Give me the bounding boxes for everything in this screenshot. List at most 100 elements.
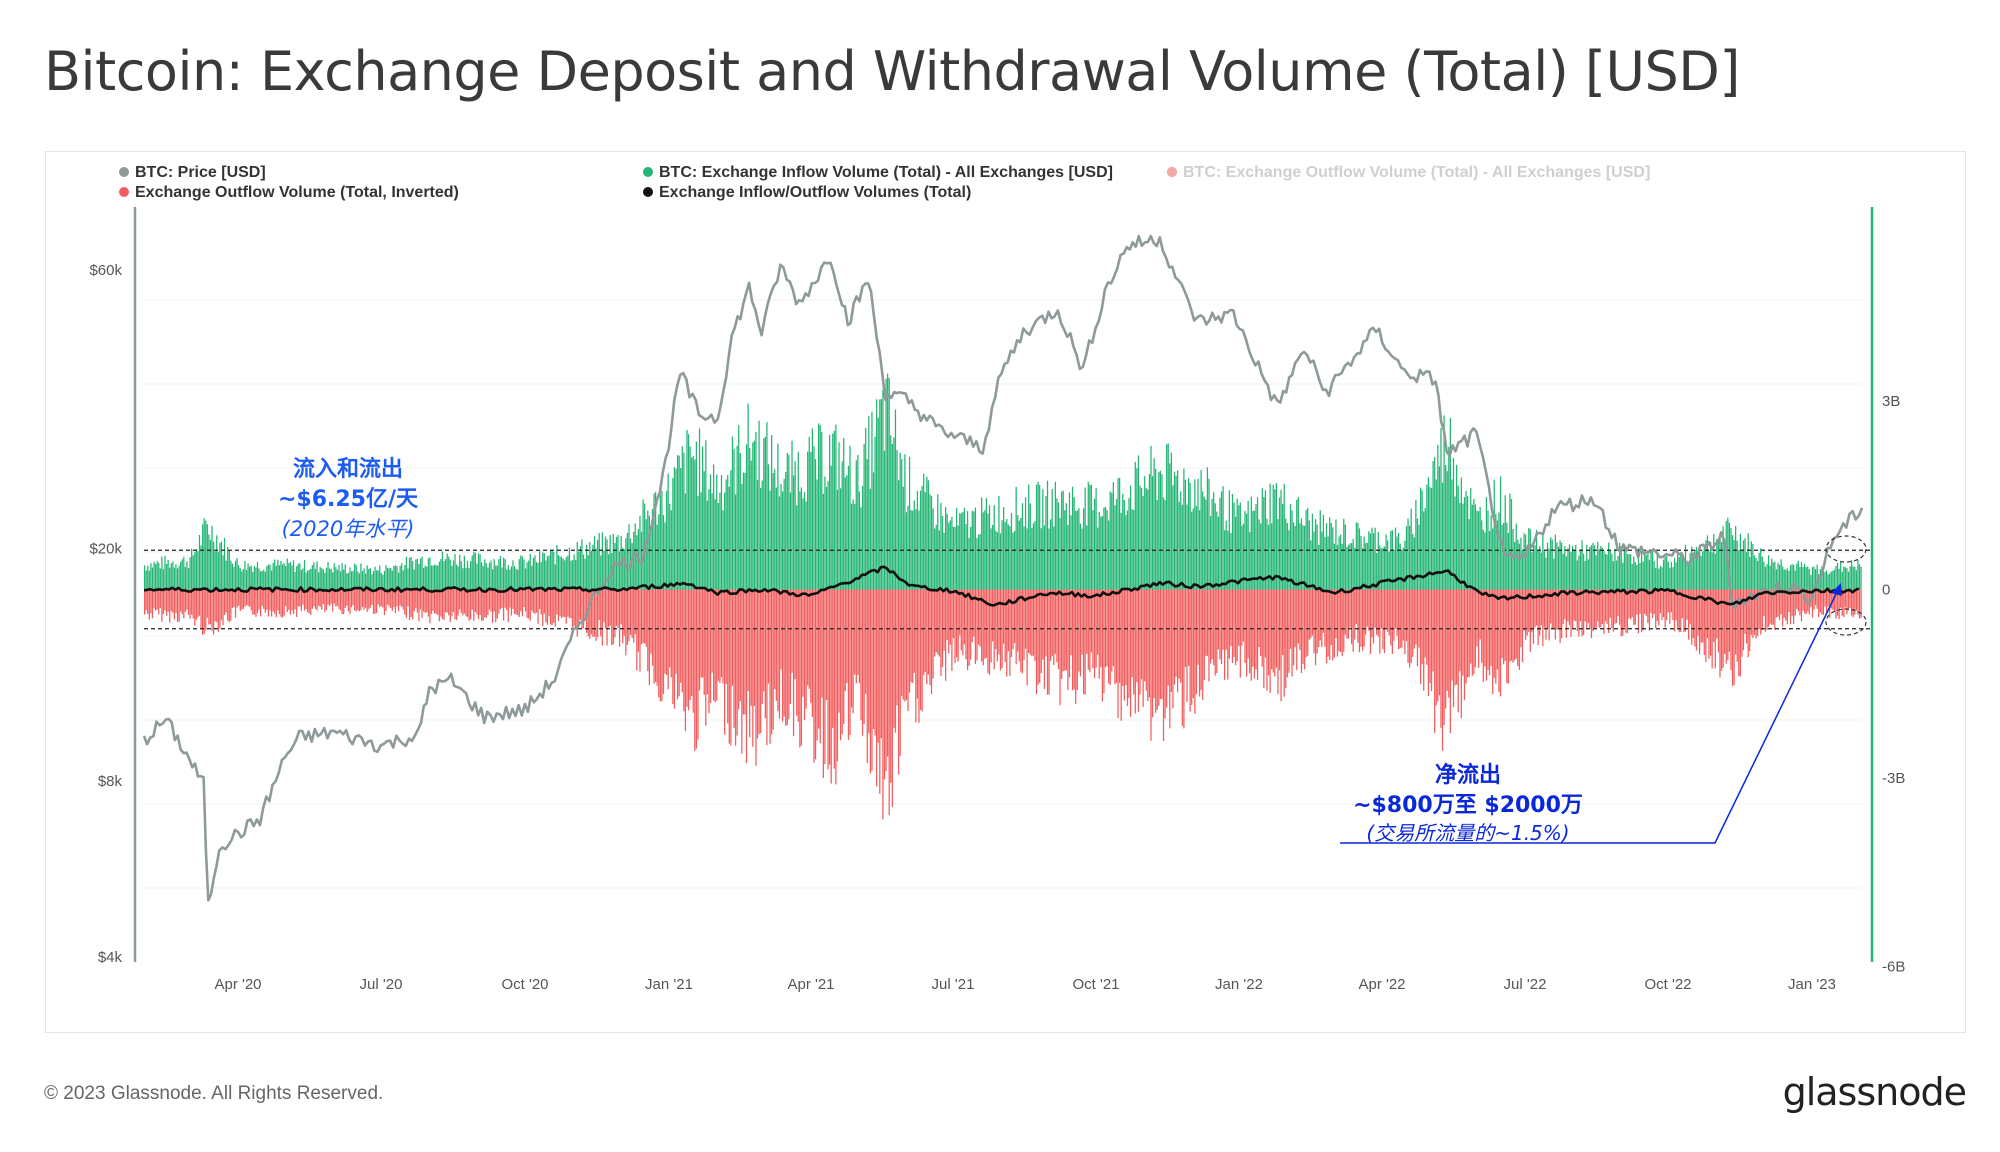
- outflow-bar: [1600, 589, 1602, 628]
- inflow-bar: [673, 467, 676, 590]
- outflow-bar: [1520, 589, 1522, 648]
- page-title: Bitcoin: Exchange Deposit and Withdrawal…: [44, 40, 1740, 103]
- inflow-bar: [821, 432, 823, 590]
- outflow-bar: [1709, 589, 1712, 656]
- legend-item-3[interactable]: Exchange Outflow Volume (Total, Inverted…: [119, 184, 459, 201]
- outflow-bar: [322, 589, 324, 605]
- inflow-bar: [849, 445, 851, 590]
- legend-item-0[interactable]: BTC: Price [USD]: [119, 164, 266, 181]
- outflow-bar: [214, 589, 216, 622]
- outflow-bar: [1708, 589, 1710, 659]
- outflow-bar: [495, 589, 497, 623]
- outflow-bar: [1319, 589, 1321, 641]
- inflow-bar: [1015, 486, 1017, 590]
- outflow-bar: [145, 589, 147, 611]
- legend-item-2[interactable]: BTC: Exchange Outflow Volume (Total) - A…: [1167, 164, 1650, 181]
- inflow-bar: [985, 498, 988, 590]
- outflow-bar: [153, 589, 155, 609]
- outflow-bar: [1717, 589, 1720, 653]
- inflow-bar: [1655, 567, 1657, 590]
- inflow-bar: [1553, 558, 1555, 590]
- inflow-bar: [631, 543, 633, 590]
- inflow-bar: [948, 522, 950, 590]
- outflow-bar: [1325, 589, 1328, 664]
- inflow-bar: [987, 513, 989, 590]
- outflow-bar: [1703, 589, 1705, 656]
- inflow-bar: [1024, 497, 1027, 590]
- legend-item-1[interactable]: BTC: Exchange Inflow Volume (Total) - Al…: [643, 164, 1113, 181]
- outflow-bar: [1755, 589, 1757, 639]
- inflow-bar: [1647, 552, 1649, 590]
- inflow-bar: [528, 560, 530, 590]
- inflow-bar: [778, 496, 781, 590]
- inflow-bar: [952, 526, 955, 590]
- outflow-bar: [1344, 589, 1346, 635]
- inflow-bar: [1266, 518, 1268, 590]
- outflow-bars: [144, 589, 1862, 820]
- outflow-bar: [1463, 589, 1466, 701]
- outflow-bar: [1767, 589, 1770, 627]
- outflow-bar: [223, 589, 226, 616]
- outflow-bar: [676, 589, 679, 700]
- outflow-bar: [496, 589, 498, 619]
- inflow-bar: [1855, 570, 1857, 590]
- outflow-bar: [197, 589, 199, 617]
- inflow-bar: [882, 390, 884, 590]
- outflow-bar: [148, 589, 150, 620]
- inflow-bar: [1198, 510, 1201, 590]
- inflow-bar: [1424, 507, 1426, 590]
- outflow-bar: [247, 589, 249, 607]
- outflow-bar: [945, 589, 947, 681]
- outflow-bar: [617, 589, 619, 628]
- inflow-bar: [1485, 497, 1488, 590]
- inflow-bar: [1545, 557, 1547, 590]
- outflow-bar: [281, 589, 284, 618]
- inflow-bar: [1683, 560, 1685, 590]
- inflow-bar: [1730, 528, 1732, 590]
- outflow-bar: [1031, 589, 1033, 657]
- outflow-bar: [278, 589, 281, 614]
- inflow-bar: [408, 557, 411, 590]
- inflow-bar: [1285, 518, 1287, 590]
- outflow-bar: [1214, 589, 1216, 676]
- inflow-bar: [1454, 496, 1456, 590]
- outflow-bar: [1625, 589, 1627, 633]
- inflow-bar: [703, 471, 705, 590]
- outflow-bar: [645, 589, 647, 647]
- outflow-bar: [1227, 589, 1229, 680]
- outflow-bar: [1644, 589, 1646, 615]
- inflow-bar: [716, 474, 718, 590]
- inflow-bar: [1282, 504, 1284, 590]
- outflow-bar: [457, 589, 459, 616]
- outflow-bar: [1698, 589, 1701, 655]
- legend-item-4[interactable]: Exchange Inflow/Outflow Volumes (Total): [643, 184, 971, 201]
- inflow-bar: [239, 568, 241, 590]
- inflow-bar: [841, 461, 843, 590]
- inflow-bar: [962, 511, 964, 590]
- outflow-bar: [943, 589, 945, 651]
- outflow-bar: [1554, 589, 1557, 640]
- outflow-bar: [575, 589, 577, 629]
- outflow-bar: [1202, 589, 1204, 700]
- inflow-bar: [1155, 468, 1157, 590]
- outflow-bar: [1844, 589, 1847, 608]
- inflow-bar: [169, 567, 171, 590]
- outflow-bar: [537, 589, 539, 624]
- inflow-bar: [1438, 466, 1441, 590]
- inflow-bar: [988, 505, 991, 590]
- outflow-bar: [1573, 589, 1575, 621]
- outflow-bar: [1672, 589, 1674, 620]
- inflow-bar: [1686, 560, 1688, 590]
- inflow-bar: [1559, 540, 1561, 590]
- inflow-bar: [1365, 543, 1367, 590]
- inflow-bar: [202, 524, 204, 590]
- outflow-bar: [144, 589, 146, 615]
- outflow-bar: [772, 589, 774, 730]
- outflow-bar: [877, 589, 879, 743]
- inflow-bar: [1579, 550, 1582, 590]
- inflow-bar: [1777, 562, 1779, 590]
- copyright-text: © 2023 Glassnode. All Rights Reserved.: [44, 1083, 384, 1104]
- outflow-bar: [1686, 589, 1688, 620]
- outflow-bar: [948, 589, 950, 654]
- outflow-bar: [258, 589, 260, 610]
